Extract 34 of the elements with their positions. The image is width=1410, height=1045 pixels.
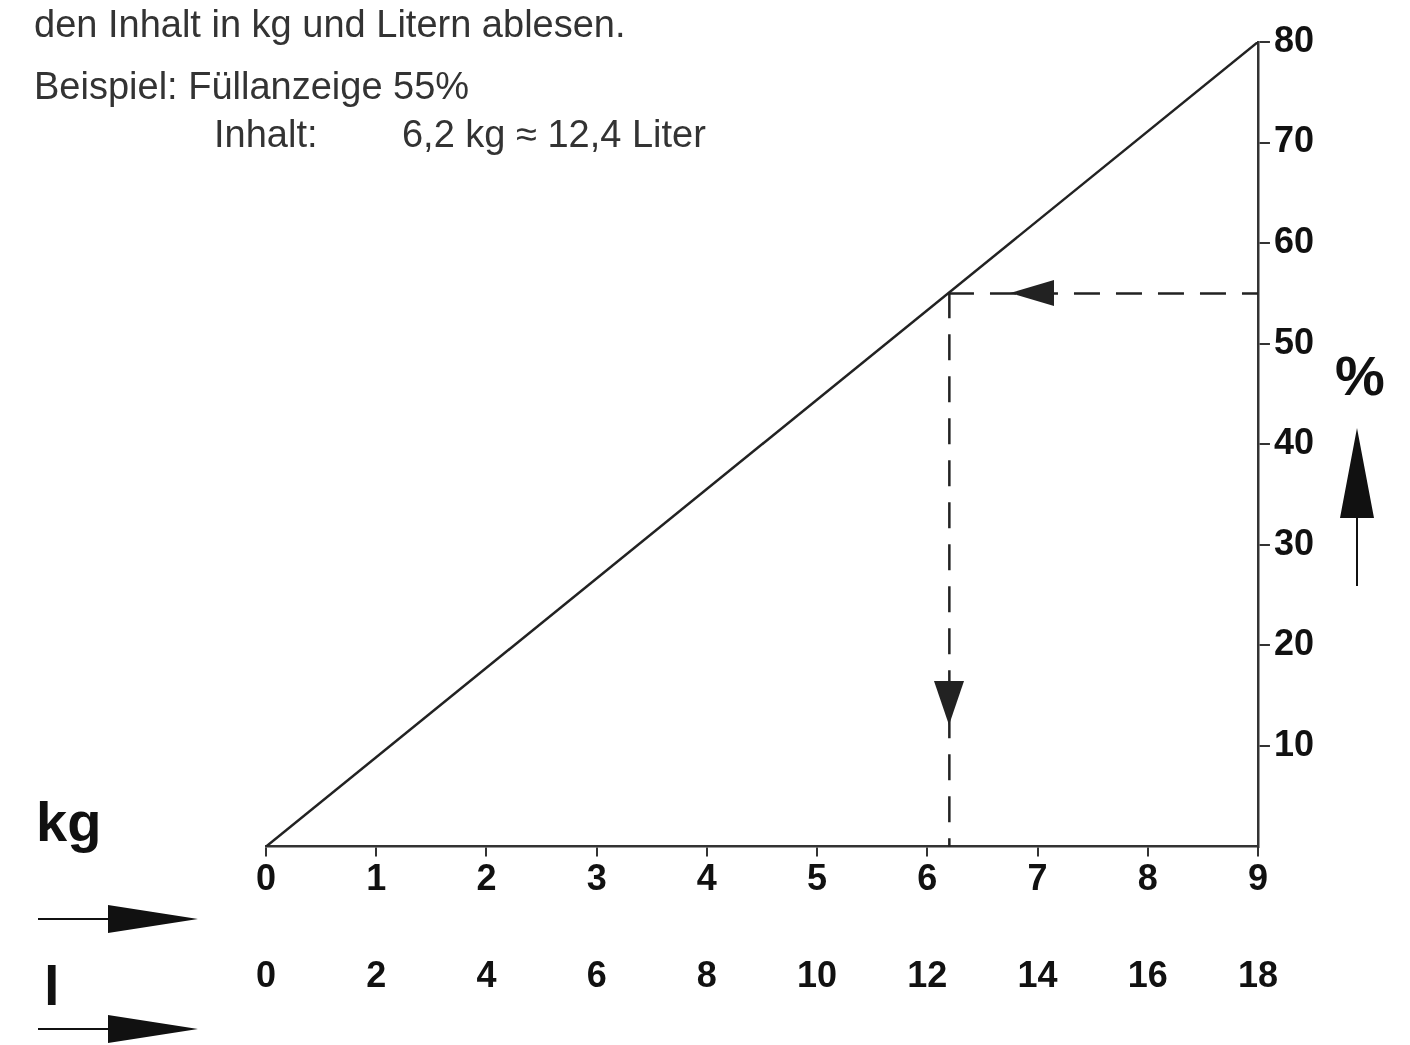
x-tick-label: 7 <box>1027 857 1048 899</box>
x2-axis-title: l <box>44 954 60 1017</box>
y-tick-label: 50 <box>1273 320 1314 362</box>
x2-tick-label: 10 <box>797 954 838 996</box>
x-axis-title: kg <box>36 789 102 853</box>
annotation: Inhalt: 6,2 kg ≈ 12,4 Liter <box>213 112 706 157</box>
x2-tick-label: 4 <box>476 954 497 996</box>
y-tick-label: 10 <box>1273 722 1314 764</box>
x-tick-label: 2 <box>476 857 497 899</box>
y-tick-label: 80 <box>1273 18 1314 60</box>
x2-tick-label: 6 <box>586 954 607 996</box>
x2-tick-label: 14 <box>1017 954 1058 996</box>
x-tick-label: 3 <box>586 857 607 899</box>
x2-tick-label: 18 <box>1237 954 1278 996</box>
annotation: Beispiel: Füllanzeige 55% <box>34 64 471 109</box>
x-tick-label: 6 <box>917 857 938 899</box>
x2-tick-label: 16 <box>1127 954 1168 996</box>
annotation: den Inhalt in kg und Litern ablesen. <box>34 2 627 47</box>
x2-tick-label: 12 <box>907 954 948 996</box>
x-tick-label: 1 <box>366 857 387 899</box>
y-tick-label: 70 <box>1273 119 1314 161</box>
y-tick-label: 30 <box>1273 521 1314 563</box>
x2-tick-label: 2 <box>366 954 387 996</box>
x2-tick-label: 0 <box>255 954 277 996</box>
x-tick-label: 5 <box>807 857 828 899</box>
y-tick-label: 20 <box>1273 622 1314 664</box>
y-tick-label: 40 <box>1273 421 1314 463</box>
x2-tick-label: 8 <box>696 954 717 996</box>
x-tick-label: 9 <box>1247 857 1268 899</box>
x-tick-label: 4 <box>696 857 717 899</box>
y-axis-title: % <box>1335 344 1385 407</box>
x-tick-label: 8 <box>1137 857 1158 899</box>
y-tick-label: 60 <box>1273 220 1314 262</box>
x-tick-label: 0 <box>255 857 277 899</box>
